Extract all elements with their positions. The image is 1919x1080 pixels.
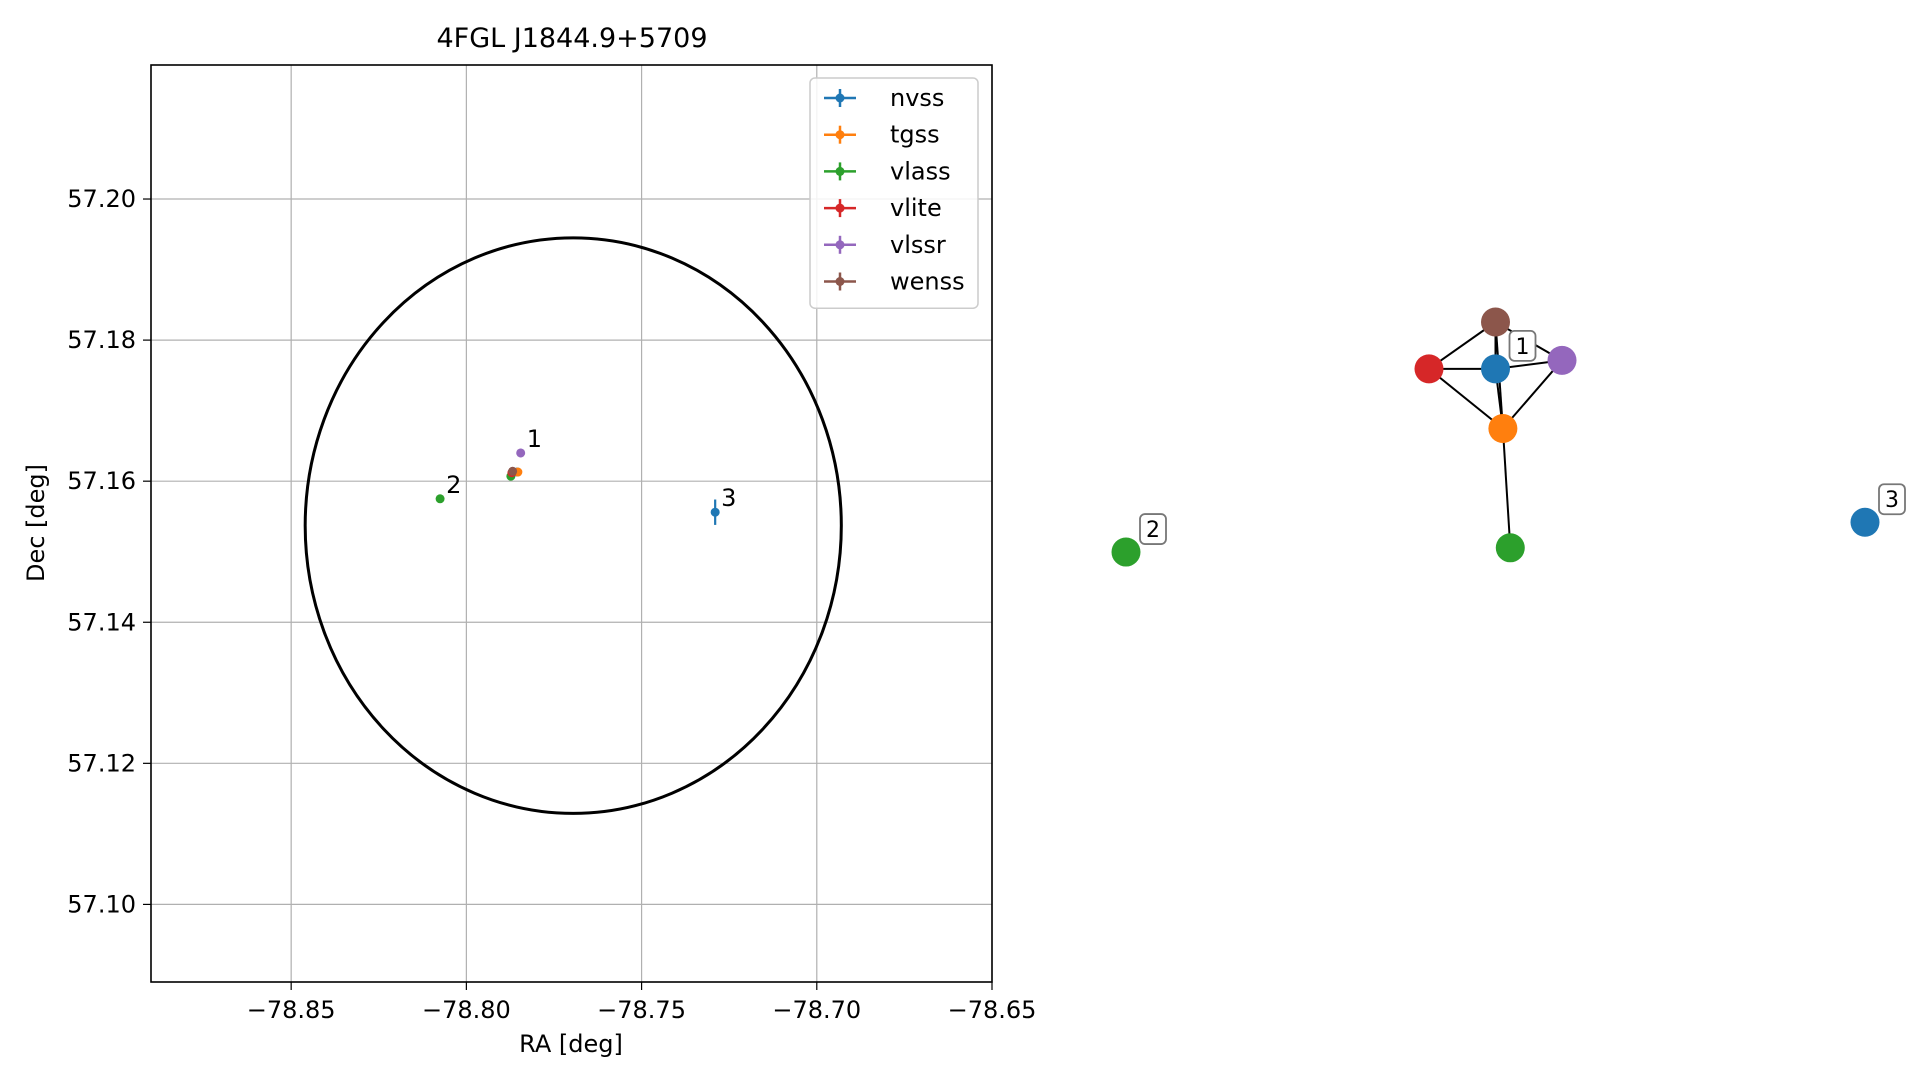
y-axis-ticks: 57.10 57.12 57.14 57.16 57.18 57.20 — [67, 185, 151, 918]
legend-dot-nvss — [835, 93, 845, 103]
legend-label-tgss: tgss — [890, 121, 940, 149]
x-tick-label: −78.80 — [422, 996, 511, 1024]
legend-label-wenss: wenss — [890, 268, 965, 296]
chart-title: 4FGL J1844.9+5709 — [436, 23, 707, 54]
legend-dot-vlass — [835, 166, 845, 176]
network-label-box — [1508, 329, 1537, 362]
network-node — [1547, 345, 1577, 375]
network-label-box — [1139, 513, 1167, 545]
left-panel: 4FGL J1844.9+5709 1 2 3 −78.85 −78.80 −78.75… — [22, 23, 1036, 1058]
error-ellipse-group — [303, 236, 843, 815]
vlass-point — [435, 494, 445, 504]
legend-dot-vlite — [835, 203, 845, 213]
network-label: 3 — [1885, 488, 1899, 513]
legend-label-vlssr: vlssr — [890, 231, 946, 259]
network-node — [1850, 507, 1880, 537]
network-label: 1 — [1516, 335, 1530, 360]
network-edge — [1428, 368, 1504, 430]
data-points — [435, 448, 720, 525]
legend-label-nvss: nvss — [890, 84, 944, 112]
network-node — [1414, 354, 1444, 384]
legend-dot-wenss — [835, 277, 845, 286]
error-ellipse — [303, 236, 843, 815]
point-annotation: 2 — [446, 471, 461, 499]
x-axis-ticks: −78.85 −78.80 −78.75 −78.70 −78.65 — [247, 982, 1037, 1024]
vlssr-point — [516, 448, 526, 458]
x-tick-label: −78.75 — [597, 996, 686, 1024]
network-node — [1481, 307, 1510, 337]
y-tick-label: 57.12 — [67, 749, 136, 777]
legend-dot-vlssr — [835, 240, 845, 250]
x-axis-label: RA [deg] — [519, 1030, 623, 1058]
network-labels: 1 2 3 — [1139, 329, 1906, 545]
y-tick-label: 57.14 — [67, 608, 136, 636]
legend-label-vlass: vlass — [890, 157, 951, 185]
network-node — [1495, 533, 1525, 563]
y-tick-label: 57.10 — [67, 890, 136, 918]
network-node — [1488, 414, 1518, 444]
wenss-point — [508, 466, 518, 476]
legend-label-vlite: vlite — [890, 194, 942, 222]
x-tick-label: −78.65 — [948, 996, 1037, 1024]
point-annotation: 3 — [721, 484, 736, 512]
network-node — [1481, 354, 1510, 384]
legend: nvss tgss vlass vlite vlssr wenss — [809, 77, 979, 309]
y-tick-label: 57.18 — [67, 326, 136, 354]
y-tick-label: 57.16 — [67, 467, 136, 495]
network-graph: 1 2 3 — [1111, 307, 1906, 567]
network-nodes — [1111, 307, 1880, 567]
point-annotations: 1 2 3 — [446, 425, 736, 512]
nvss-point — [710, 507, 720, 517]
plot-frame — [150, 64, 993, 983]
point-annotation: 1 — [527, 425, 542, 453]
x-tick-label: −78.85 — [247, 996, 336, 1024]
network-label: 2 — [1146, 518, 1160, 543]
x-tick-label: −78.70 — [772, 996, 861, 1024]
y-axis-label: Dec [deg] — [22, 464, 50, 582]
y-tick-label: 57.20 — [67, 185, 136, 213]
network-edge — [1501, 428, 1512, 548]
network-edge — [1502, 359, 1563, 430]
network-node — [1111, 537, 1141, 567]
network-label-box — [1878, 483, 1906, 516]
legend-dot-tgss — [835, 130, 845, 140]
